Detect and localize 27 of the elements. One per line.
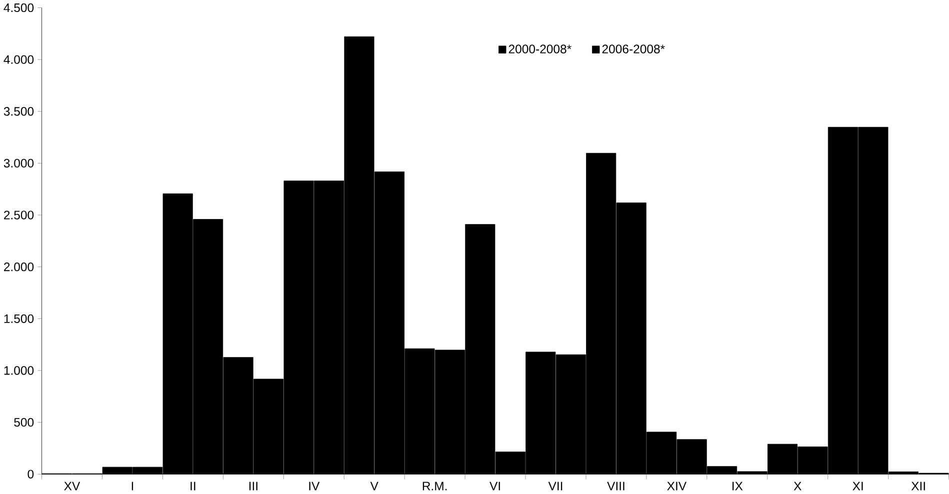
y-tick-label: 1.500: [4, 314, 34, 324]
y-tick-label: 2.000: [4, 262, 34, 272]
x-tick-label: X: [794, 482, 802, 490]
x-tick-label: VII: [548, 482, 562, 490]
y-tick-label: 500: [14, 418, 34, 427]
y-tick-label: 4.500: [4, 4, 34, 12]
y-tick-label: 4.000: [4, 55, 34, 64]
x-tick-label: XII: [911, 482, 925, 490]
x-tick-label: XI: [852, 482, 863, 490]
x-tick-label: I: [132, 482, 134, 490]
y-tick-label: 3.500: [4, 107, 34, 116]
x-tick-label: VI: [490, 482, 500, 490]
y-tick-label: 2.500: [4, 210, 34, 220]
x-tick-label: R.M.: [422, 482, 447, 490]
x-tick-label: VIII: [607, 482, 624, 490]
x-tick-label: XIV: [667, 482, 687, 490]
x-tick-label: V: [370, 482, 378, 490]
legend-label: 2000-2008*: [508, 44, 572, 54]
x-tick-label: IX: [732, 482, 743, 490]
y-tick-label: 0: [28, 470, 34, 479]
y-tick-label: 1.000: [4, 366, 34, 375]
legend-label: 2006-2008*: [602, 44, 665, 54]
x-tick-label: II: [190, 482, 196, 490]
x-tick-label: IV: [309, 482, 320, 490]
x-tick-label: XV: [64, 482, 80, 490]
x-tick-label: III: [249, 482, 258, 490]
y-tick-label: 3.000: [4, 159, 34, 168]
